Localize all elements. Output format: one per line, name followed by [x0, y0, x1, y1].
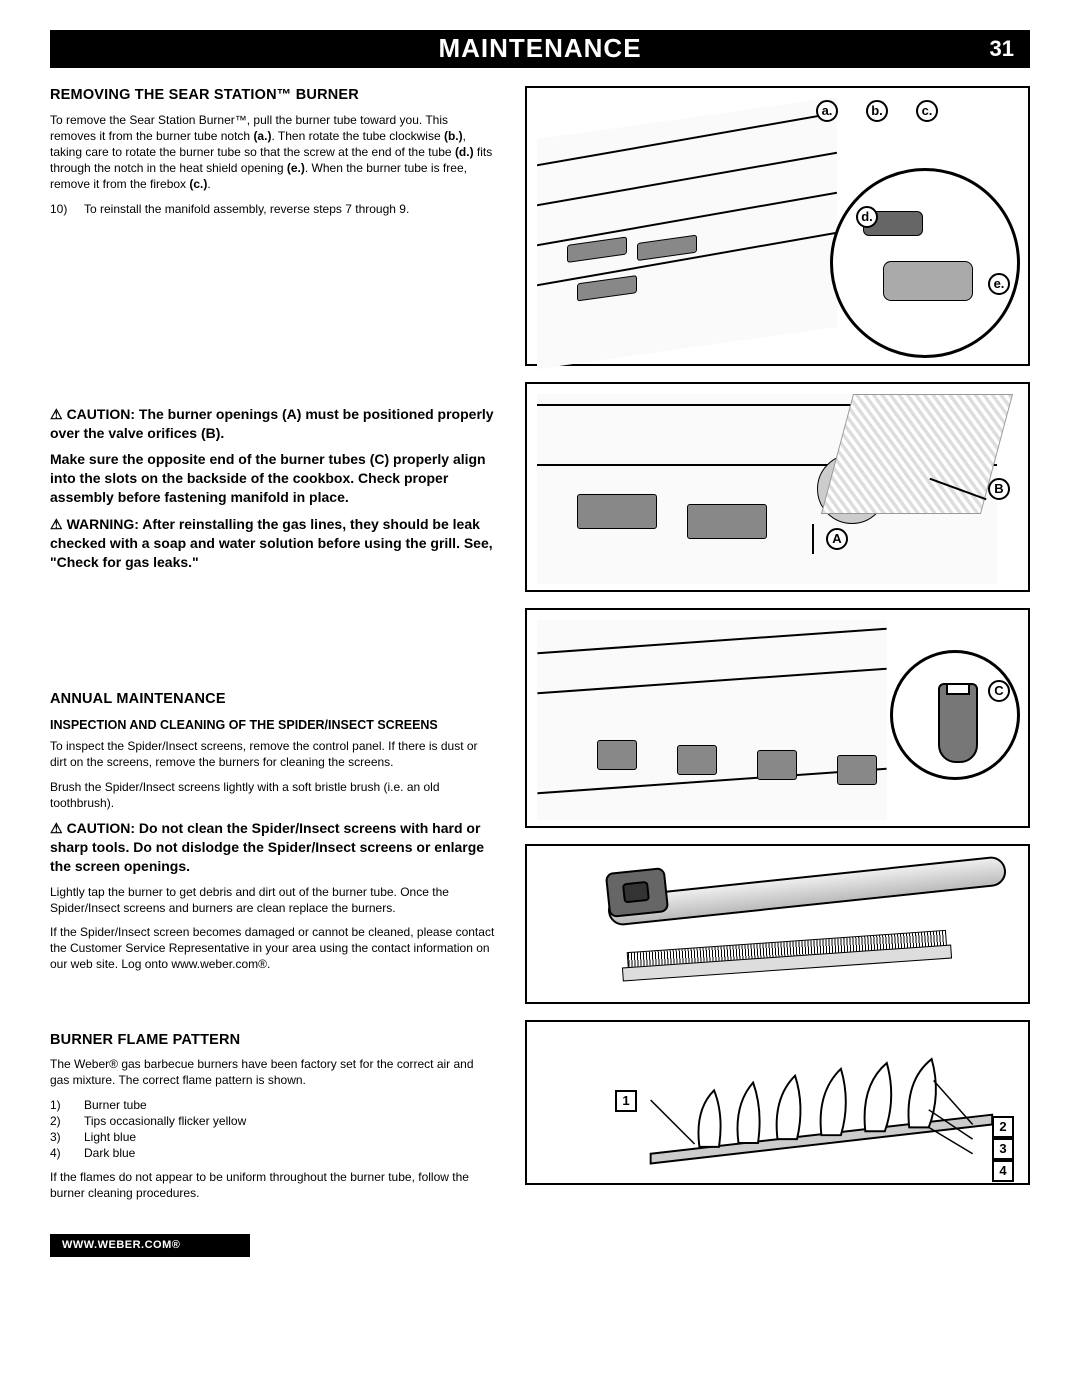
- content-columns: REMOVING THE SEAR STATION™ BURNER To rem…: [50, 86, 1030, 1210]
- annual-p3: Lightly tap the burner to get debris and…: [50, 884, 495, 916]
- warning-leak-check: WARNING: After reinstalling the gas line…: [50, 515, 495, 572]
- figure-cookbox-slots: C: [525, 608, 1030, 828]
- alignment-note: Make sure the opposite end of the burner…: [50, 450, 495, 507]
- spacer: [50, 580, 495, 690]
- flame-list-item: 4) Dark blue: [50, 1145, 495, 1161]
- callout-d: d.: [856, 206, 878, 228]
- figure-sear-burner: a. b. c. d. e.: [525, 86, 1030, 366]
- page-title: MAINTENANCE: [438, 31, 641, 66]
- list-number: 2): [50, 1113, 72, 1129]
- callout-2: 2: [992, 1116, 1014, 1138]
- list-label: Burner tube: [84, 1097, 147, 1113]
- footer-url: WWW.WEBER.COM®: [50, 1234, 250, 1257]
- header-bar: MAINTENANCE 31: [50, 30, 1030, 68]
- caution-screens: CAUTION: Do not clean the Spider/Insect …: [50, 819, 495, 876]
- callout-C: C: [988, 680, 1010, 702]
- flame-list-item: 3) Light blue: [50, 1129, 495, 1145]
- section1-para: To remove the Sear Station Burner™, pull…: [50, 112, 495, 193]
- annual-p4: If the Spider/Insect screen becomes dama…: [50, 924, 495, 973]
- warning-icon: [50, 820, 67, 836]
- right-column: a. b. c. d. e. B A: [525, 86, 1030, 1210]
- step-10: 10) To reinstall the manifold assembly, …: [50, 201, 495, 217]
- annual-p1: To inspect the Spider/Insect screens, re…: [50, 738, 495, 770]
- flame-list-item: 2) Tips occasionally flicker yellow: [50, 1113, 495, 1129]
- annual-p2: Brush the Spider/Insect screens lightly …: [50, 779, 495, 811]
- callout-b: b.: [866, 100, 888, 122]
- flame-list-item: 1) Burner tube: [50, 1097, 495, 1113]
- callout-4: 4: [992, 1160, 1014, 1182]
- callout-e: e.: [988, 273, 1010, 295]
- flame-list: 1) Burner tube 2) Tips occasionally flicker…: [50, 1097, 495, 1162]
- spacer: [50, 225, 495, 405]
- warning-icon: [50, 516, 67, 532]
- list-number: 3): [50, 1129, 72, 1145]
- left-column: REMOVING THE SEAR STATION™ BURNER To rem…: [50, 86, 495, 1210]
- figure-flame-pattern: 1 2 3 4: [525, 1020, 1030, 1185]
- callout-B: B: [988, 478, 1010, 500]
- list-label: Tips occasionally flicker yellow: [84, 1113, 246, 1129]
- flame-svg: [527, 1022, 1028, 1183]
- flame-p2: If the flames do not appear to be unifor…: [50, 1169, 495, 1201]
- callout-A: A: [826, 528, 848, 550]
- list-number: 1): [50, 1097, 72, 1113]
- list-number: 4): [50, 1145, 72, 1161]
- caution-burner-openings: CAUTION: The burner openings (A) must be…: [50, 405, 495, 443]
- callout-a: a.: [816, 100, 838, 122]
- callout-3: 3: [992, 1138, 1014, 1160]
- flame-p1: The Weber® gas barbecue burners have bee…: [50, 1056, 495, 1088]
- list-label: Dark blue: [84, 1145, 135, 1161]
- page-number: 31: [990, 34, 1014, 64]
- list-label: Light blue: [84, 1129, 136, 1145]
- spacer: [50, 981, 495, 1031]
- step-number: 10): [50, 201, 72, 217]
- warning-icon: [50, 406, 67, 422]
- section-annual-head: ANNUAL MAINTENANCE: [50, 690, 495, 710]
- figure-brush-screen: [525, 844, 1030, 1004]
- section-removing-head: REMOVING THE SEAR STATION™ BURNER: [50, 86, 495, 106]
- section-flame-head: BURNER FLAME PATTERN: [50, 1031, 495, 1051]
- callout-1: 1: [615, 1090, 637, 1112]
- section-annual-sub: INSPECTION AND CLEANING OF THE SPIDER/IN…: [50, 717, 495, 734]
- callout-c: c.: [916, 100, 938, 122]
- step-text: To reinstall the manifold assembly, reve…: [84, 201, 409, 217]
- figure-burner-openings: B A: [525, 382, 1030, 592]
